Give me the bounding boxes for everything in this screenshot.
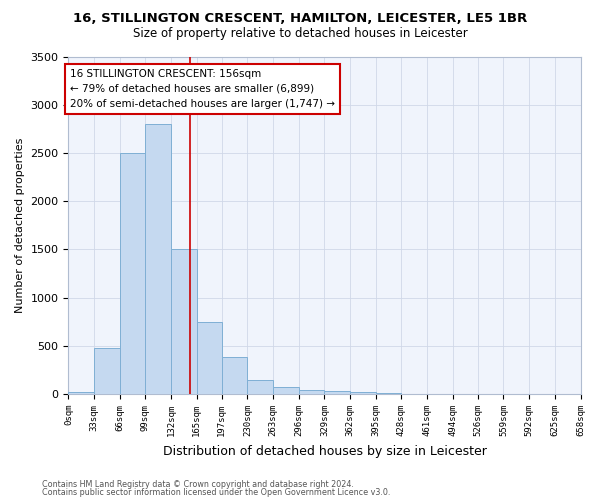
Bar <box>120 153 145 394</box>
Bar <box>247 380 273 394</box>
Y-axis label: Number of detached properties: Number of detached properties <box>15 138 25 313</box>
Bar <box>350 392 376 394</box>
Bar <box>273 388 299 394</box>
Text: Size of property relative to detached houses in Leicester: Size of property relative to detached ho… <box>133 28 467 40</box>
Bar <box>222 356 247 394</box>
Bar <box>299 390 325 394</box>
Bar <box>325 392 350 394</box>
Text: Contains public sector information licensed under the Open Government Licence v3: Contains public sector information licen… <box>42 488 391 497</box>
Text: 16 STILLINGTON CRESCENT: 156sqm
← 79% of detached houses are smaller (6,899)
20%: 16 STILLINGTON CRESCENT: 156sqm ← 79% of… <box>70 69 335 108</box>
Bar <box>197 322 222 394</box>
Text: 16, STILLINGTON CRESCENT, HAMILTON, LEICESTER, LE5 1BR: 16, STILLINGTON CRESCENT, HAMILTON, LEIC… <box>73 12 527 26</box>
Bar <box>145 124 171 394</box>
Bar <box>376 393 401 394</box>
Bar <box>171 250 197 394</box>
Text: Contains HM Land Registry data © Crown copyright and database right 2024.: Contains HM Land Registry data © Crown c… <box>42 480 354 489</box>
Bar <box>68 392 94 394</box>
Bar <box>94 348 120 394</box>
X-axis label: Distribution of detached houses by size in Leicester: Distribution of detached houses by size … <box>163 444 487 458</box>
